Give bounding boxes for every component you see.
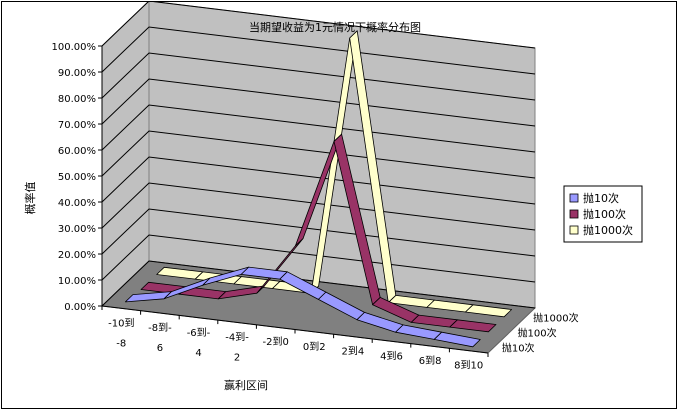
depth-axis-label: 抛10次 — [502, 342, 535, 355]
x-tick-label: -6到-4 — [187, 327, 211, 359]
y-tick-label: 90.00% — [58, 68, 96, 79]
x-tick-label: -10到-8 — [108, 317, 134, 349]
legend-swatch — [569, 225, 579, 235]
series-ribbon — [125, 266, 481, 348]
gridline — [101, 156, 536, 205]
axes — [98, 45, 489, 357]
y-tick-label: 80.00% — [58, 94, 96, 105]
y-tick-label: 60.00% — [58, 146, 96, 157]
gridline — [101, 26, 536, 75]
data-segment — [449, 319, 497, 333]
y-tick-label: 100.00% — [52, 42, 97, 53]
y-tick-label: 30.00% — [58, 224, 96, 235]
gridline — [101, 234, 536, 283]
depth-axis-label: 抛100次 — [518, 327, 557, 340]
x-tick-label: -4到-2 — [225, 331, 249, 363]
y-tick-label: 0.00% — [64, 302, 96, 313]
y-tick-label: 70.00% — [58, 120, 96, 131]
data-segment — [465, 304, 513, 318]
chart-text: 当期望收益为1元情况下概率分布图 赢利区间 概率值 0.00% 10.00% 20.… — [23, 20, 579, 392]
gridline — [101, 78, 536, 127]
gridline — [101, 260, 536, 309]
x-tick-label: 8到10 — [454, 360, 483, 372]
legend-swatch — [569, 193, 579, 203]
x-tick-label: -2到0 — [263, 336, 289, 348]
gridline — [101, 2, 536, 49]
gridline — [101, 52, 536, 101]
y-tick-label: 40.00% — [58, 198, 96, 209]
series-ribbon — [140, 133, 497, 333]
legend-label: 抛10次 — [583, 191, 619, 205]
y-tick-label: 50.00% — [58, 172, 96, 183]
x-tick-label: 2到4 — [342, 346, 365, 358]
gridline — [101, 104, 536, 153]
x-tick-label: 6到8 — [419, 355, 442, 367]
y-axis-title: 概率值 — [23, 182, 37, 215]
x-tick-label: 0到2 — [303, 341, 326, 353]
legend-swatch — [569, 209, 579, 219]
legend-label: 抛100次 — [583, 207, 626, 221]
y-tick-label: 20.00% — [58, 250, 96, 261]
legend-label: 抛1000次 — [583, 223, 633, 237]
x-tick-label: -8到-6 — [148, 322, 172, 354]
gridline — [101, 208, 536, 257]
y-tick-label: 10.00% — [58, 276, 96, 287]
data-segment — [433, 331, 481, 348]
depth-axis-label: 抛1000次 — [533, 312, 578, 325]
chart-title: 当期望收益为1元情况下概率分布图 — [249, 20, 421, 34]
gridlines — [101, 2, 536, 309]
gridline — [101, 182, 536, 231]
series-ribbons — [125, 30, 513, 348]
gridline — [101, 130, 536, 179]
x-tick-label: 4到6 — [380, 350, 403, 362]
x-axis-title: 赢利区间 — [224, 378, 268, 392]
